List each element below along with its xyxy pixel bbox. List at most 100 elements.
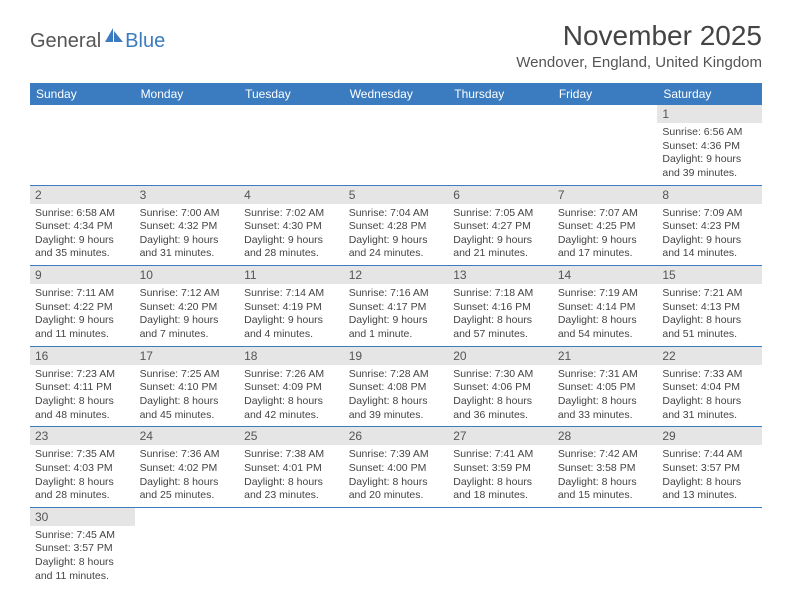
calendar-cell: 5Sunrise: 7:04 AMSunset: 4:28 PMDaylight… <box>344 185 449 266</box>
day-number: 7 <box>553 186 658 204</box>
cell-dl1: Daylight: 9 hours <box>244 234 339 248</box>
cell-dl1: Daylight: 8 hours <box>140 395 235 409</box>
cell-dl2: and 35 minutes. <box>35 247 130 261</box>
cell-sunrise: Sunrise: 7:44 AM <box>662 448 757 462</box>
calendar-cell: 27Sunrise: 7:41 AMSunset: 3:59 PMDayligh… <box>448 427 553 508</box>
calendar-cell: 14Sunrise: 7:19 AMSunset: 4:14 PMDayligh… <box>553 266 658 347</box>
cell-dl1: Daylight: 8 hours <box>35 395 130 409</box>
cell-sunrise: Sunrise: 7:42 AM <box>558 448 653 462</box>
cell-sunrise: Sunrise: 7:04 AM <box>349 207 444 221</box>
calendar-cell: 24Sunrise: 7:36 AMSunset: 4:02 PMDayligh… <box>135 427 240 508</box>
cell-dl1: Daylight: 8 hours <box>662 395 757 409</box>
weekday-header: Monday <box>135 83 240 105</box>
calendar-cell: 18Sunrise: 7:26 AMSunset: 4:09 PMDayligh… <box>239 346 344 427</box>
day-number: 6 <box>448 186 553 204</box>
calendar-cell: 3Sunrise: 7:00 AMSunset: 4:32 PMDaylight… <box>135 185 240 266</box>
cell-dl2: and 31 minutes. <box>140 247 235 261</box>
cell-sunset: Sunset: 4:03 PM <box>35 462 130 476</box>
cell-dl2: and 11 minutes. <box>35 570 130 584</box>
cell-dl2: and 54 minutes. <box>558 328 653 342</box>
cell-dl1: Daylight: 9 hours <box>662 153 757 167</box>
calendar-cell <box>30 105 135 185</box>
header: General Blue November 2025 Wendover, Eng… <box>30 20 762 71</box>
cell-dl2: and 7 minutes. <box>140 328 235 342</box>
cell-sunrise: Sunrise: 7:00 AM <box>140 207 235 221</box>
cell-sunrise: Sunrise: 7:35 AM <box>35 448 130 462</box>
weekday-header-row: Sunday Monday Tuesday Wednesday Thursday… <box>30 83 762 105</box>
cell-sunset: Sunset: 4:32 PM <box>140 220 235 234</box>
cell-dl2: and 39 minutes. <box>349 409 444 423</box>
sail-icon <box>103 26 125 49</box>
calendar-cell <box>239 105 344 185</box>
day-number: 26 <box>344 427 449 445</box>
cell-dl1: Daylight: 9 hours <box>558 234 653 248</box>
calendar-cell <box>448 105 553 185</box>
cell-sunset: Sunset: 4:19 PM <box>244 301 339 315</box>
cell-sunrise: Sunrise: 7:39 AM <box>349 448 444 462</box>
cell-sunset: Sunset: 4:14 PM <box>558 301 653 315</box>
day-number: 3 <box>135 186 240 204</box>
day-number: 28 <box>553 427 658 445</box>
cell-sunrise: Sunrise: 6:58 AM <box>35 207 130 221</box>
cell-sunrise: Sunrise: 7:02 AM <box>244 207 339 221</box>
cell-dl2: and 21 minutes. <box>453 247 548 261</box>
cell-dl1: Daylight: 9 hours <box>453 234 548 248</box>
calendar-cell: 8Sunrise: 7:09 AMSunset: 4:23 PMDaylight… <box>657 185 762 266</box>
day-number: 10 <box>135 266 240 284</box>
cell-sunrise: Sunrise: 7:14 AM <box>244 287 339 301</box>
calendar-cell: 9Sunrise: 7:11 AMSunset: 4:22 PMDaylight… <box>30 266 135 347</box>
cell-dl2: and 51 minutes. <box>662 328 757 342</box>
cell-sunset: Sunset: 4:16 PM <box>453 301 548 315</box>
cell-sunset: Sunset: 4:11 PM <box>35 381 130 395</box>
calendar-row: 9Sunrise: 7:11 AMSunset: 4:22 PMDaylight… <box>30 266 762 347</box>
cell-dl1: Daylight: 8 hours <box>35 556 130 570</box>
cell-dl1: Daylight: 8 hours <box>453 476 548 490</box>
cell-dl1: Daylight: 8 hours <box>349 476 444 490</box>
cell-sunset: Sunset: 3:58 PM <box>558 462 653 476</box>
cell-sunset: Sunset: 4:22 PM <box>35 301 130 315</box>
cell-dl1: Daylight: 9 hours <box>662 234 757 248</box>
cell-dl1: Daylight: 9 hours <box>244 314 339 328</box>
day-number: 15 <box>657 266 762 284</box>
calendar-table: Sunday Monday Tuesday Wednesday Thursday… <box>30 83 762 587</box>
day-number: 18 <box>239 347 344 365</box>
cell-dl1: Daylight: 8 hours <box>558 314 653 328</box>
cell-sunset: Sunset: 3:59 PM <box>453 462 548 476</box>
cell-sunset: Sunset: 4:27 PM <box>453 220 548 234</box>
cell-sunrise: Sunrise: 7:12 AM <box>140 287 235 301</box>
calendar-cell: 16Sunrise: 7:23 AMSunset: 4:11 PMDayligh… <box>30 346 135 427</box>
day-number: 13 <box>448 266 553 284</box>
calendar-cell: 28Sunrise: 7:42 AMSunset: 3:58 PMDayligh… <box>553 427 658 508</box>
cell-sunrise: Sunrise: 7:07 AM <box>558 207 653 221</box>
day-number: 17 <box>135 347 240 365</box>
cell-sunset: Sunset: 4:25 PM <box>558 220 653 234</box>
cell-sunset: Sunset: 4:00 PM <box>349 462 444 476</box>
cell-dl2: and 45 minutes. <box>140 409 235 423</box>
day-number: 1 <box>657 105 762 123</box>
day-number: 19 <box>344 347 449 365</box>
cell-dl1: Daylight: 8 hours <box>244 476 339 490</box>
day-number: 11 <box>239 266 344 284</box>
cell-dl2: and 39 minutes. <box>662 167 757 181</box>
location: Wendover, England, United Kingdom <box>516 54 762 71</box>
calendar-cell: 21Sunrise: 7:31 AMSunset: 4:05 PMDayligh… <box>553 346 658 427</box>
calendar-cell: 6Sunrise: 7:05 AMSunset: 4:27 PMDaylight… <box>448 185 553 266</box>
cell-sunrise: Sunrise: 7:19 AM <box>558 287 653 301</box>
cell-dl2: and 23 minutes. <box>244 489 339 503</box>
cell-dl1: Daylight: 9 hours <box>35 234 130 248</box>
cell-dl2: and 17 minutes. <box>558 247 653 261</box>
day-number: 25 <box>239 427 344 445</box>
cell-dl1: Daylight: 8 hours <box>453 395 548 409</box>
weekday-header: Saturday <box>657 83 762 105</box>
calendar-cell <box>135 507 240 587</box>
cell-sunset: Sunset: 4:09 PM <box>244 381 339 395</box>
cell-sunset: Sunset: 4:10 PM <box>140 381 235 395</box>
cell-sunset: Sunset: 3:57 PM <box>662 462 757 476</box>
cell-dl2: and 31 minutes. <box>662 409 757 423</box>
cell-dl1: Daylight: 9 hours <box>140 314 235 328</box>
cell-sunset: Sunset: 4:01 PM <box>244 462 339 476</box>
cell-sunset: Sunset: 4:17 PM <box>349 301 444 315</box>
cell-dl2: and 18 minutes. <box>453 489 548 503</box>
cell-dl1: Daylight: 8 hours <box>349 395 444 409</box>
cell-dl2: and 4 minutes. <box>244 328 339 342</box>
